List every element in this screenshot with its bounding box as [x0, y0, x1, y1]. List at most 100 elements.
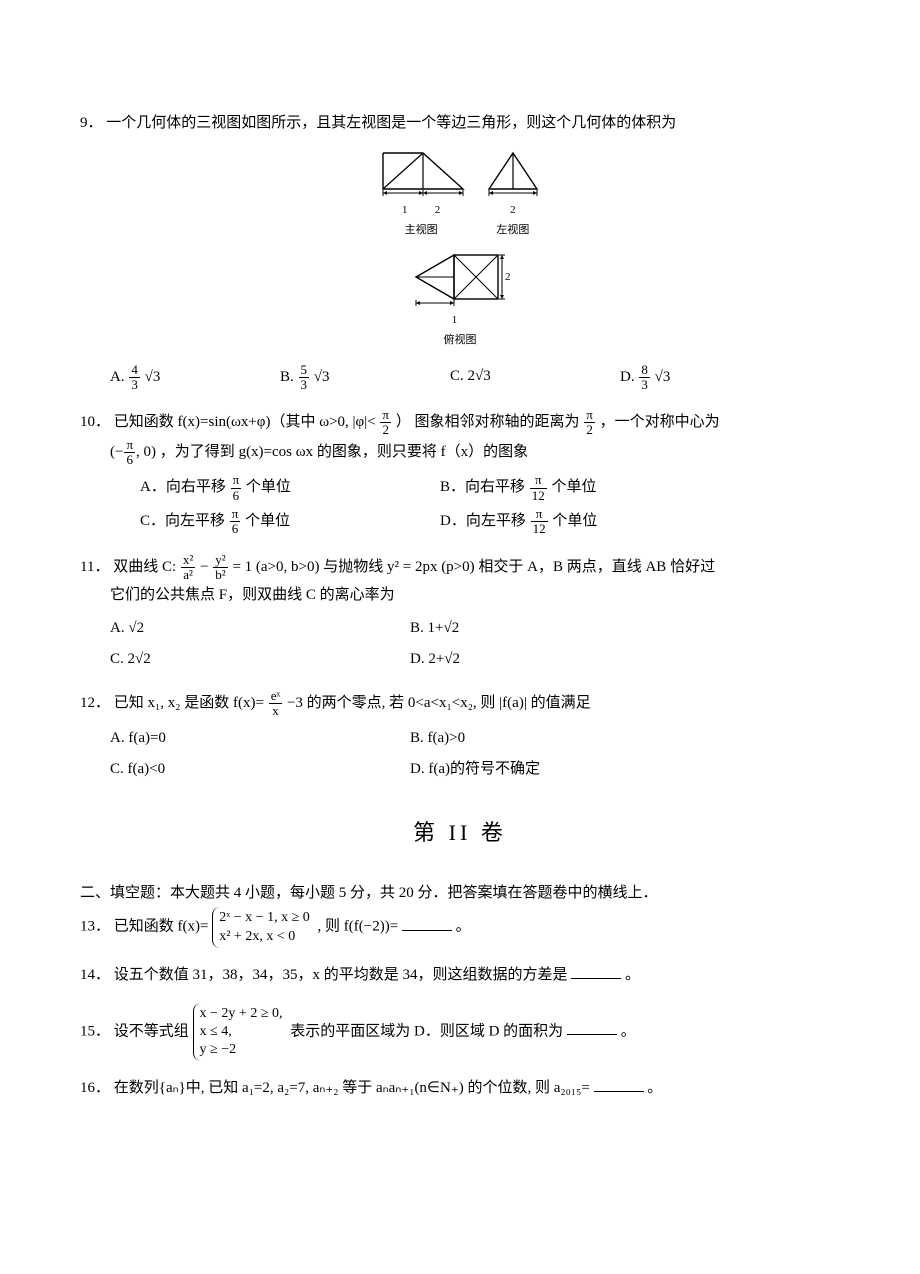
q12-t1: 已知 — [114, 695, 144, 711]
q10-options: A．向右平移 π6 个单位 B．向右平移 π12 个单位 C．向左平移 π6 个… — [140, 471, 840, 538]
q12-t2: 的值满足 — [531, 695, 591, 711]
oc-n: π — [230, 507, 241, 522]
q11-cn: x² — [181, 553, 195, 568]
q10-line2: (−π6, 0) ，为了得到 g(x)=cos ωx 的图象，则只要将 f（x）… — [110, 438, 840, 468]
q11-c2d: b² — [213, 568, 227, 582]
opt-a-post: √3 — [145, 369, 161, 385]
od-pre: D．向左平移 — [440, 513, 530, 529]
q11-opt-b: B. 1+√2 — [410, 613, 710, 644]
q13-fx: f(x)= — [178, 919, 213, 935]
fig-front: 1 2 主视图 — [375, 145, 467, 241]
question-15: 15． 设不等式组 x − 2y + 2 ≥ 0, x ≤ 4, y ≥ −2 … — [80, 1003, 840, 1062]
question-16: 16． 在数列{aₙ}中, 已知 a₁=2, a₂=7, aₙ₊₂ 等于 aₙa… — [80, 1075, 840, 1102]
q10-t3: ，一个对称中心为 — [600, 414, 720, 430]
q10-f1d: 2 — [380, 423, 391, 437]
q10-opt-b: B．向右平移 π12 个单位 — [440, 471, 740, 505]
q11-ceq: = 1 (a>0, b>0) — [232, 559, 319, 575]
question-9: 9． 一个几何体的三视图如图所示，且其左视图是一个等边三角形，则这个几何体的体积… — [80, 110, 840, 394]
q9-options: A. 43 √3 B. 53 √3 C. 2√3 D. 83 √3 — [110, 361, 840, 395]
q16-text: 在数列{aₙ}中, 已知 a₁=2, a₂=7, aₙ₊₂ 等于 aₙaₙ₊₁(… — [114, 1080, 594, 1096]
question-13: 13． 已知函数 f(x)= 2ˣ − x − 1, x ≥ 0 x² + 2x… — [80, 907, 840, 947]
side-label: 左视图 — [481, 221, 545, 241]
fig-side: 2 左视图 — [481, 145, 545, 241]
q13-cases: 2ˣ − x − 1, x ≥ 0 x² + 2x, x < 0 — [212, 907, 314, 947]
q11-options: A. √2 B. 1+√2 C. 2√2 D. 2+√2 — [110, 613, 840, 675]
top-label: 俯视图 — [410, 331, 510, 351]
q15-c3: y ≥ −2 — [200, 1041, 283, 1059]
opt-b-post: √3 — [314, 369, 330, 385]
q15-c2: x ≤ 4, — [200, 1023, 283, 1041]
q9-opt-b: B. 53 √3 — [280, 361, 450, 395]
q11-line2: 它们的公共焦点 F，则双曲线 C 的离心率为 — [110, 582, 840, 609]
question-10: 10． 已知函数 f(x)=sin(ωx+φ)（其中 ω>0, |φ|< π2 … — [80, 408, 840, 538]
q9-opt-a: A. 43 √3 — [110, 361, 280, 395]
ob-pre: B．向右平移 — [440, 480, 529, 496]
q15-t2: 表示的平面区域为 D．则区域 D 的面积为 — [290, 1023, 563, 1039]
q11-opt-d: D. 2+√2 — [410, 644, 710, 675]
q10-cpost: , 0) — [136, 444, 156, 460]
q10-cp: (− — [110, 444, 123, 460]
fig-top: 2 1 俯视图 — [410, 247, 510, 351]
q12-fn: eˣ — [269, 689, 283, 704]
q11-t1: 双曲线 — [113, 559, 162, 575]
q10-opt-c: C．向左平移 π6 个单位 — [140, 505, 440, 539]
q12-opt-b: B. f(a)>0 — [410, 723, 710, 754]
q14-blank — [571, 963, 621, 979]
q10-cd: 6 — [124, 453, 135, 467]
opt-b-den: 3 — [299, 378, 310, 392]
q10-f2d: 2 — [584, 423, 595, 437]
question-12: 12． 已知 x₁, x₂ 是函数 f(x)= eˣx −3 的两个零点, 若 … — [80, 689, 840, 785]
q12-opt-a: A. f(a)=0 — [110, 723, 410, 754]
question-11: 11． 双曲线 C: x²a² − y²b² = 1 (a>0, b>0) 与抛… — [80, 553, 840, 676]
ob-d: 12 — [530, 489, 547, 503]
q15-end: 。 — [621, 1023, 636, 1039]
q12-options: A. f(a)=0 B. f(a)>0 C. f(a)<0 D. f(a)的符号… — [110, 723, 840, 785]
q10-f1b: ） — [396, 414, 411, 430]
q15-cases: x − 2y + 2 ≥ 0, x ≤ 4, y ≥ −2 — [193, 1003, 287, 1062]
q10-cn: π — [124, 438, 135, 453]
q11-minus: − — [200, 559, 212, 575]
q16-end: 。 — [647, 1080, 662, 1096]
opt-b-num: 5 — [299, 363, 310, 378]
q10-f1n: π — [380, 408, 391, 423]
q13-c1: 2ˣ − x − 1, x ≥ 0 — [219, 909, 310, 927]
oa-n: π — [231, 473, 242, 488]
q10-f1: f(x)=sin(ωx+φ)（其中 ω>0, |φ|< — [178, 414, 380, 430]
q10-f2n: π — [584, 408, 595, 423]
ob-post: 个单位 — [548, 480, 597, 496]
q13-c2: x² + 2x, x < 0 — [219, 928, 310, 946]
q11-t3: 相交于 A，B 两点，直线 AB 恰好过 — [478, 559, 715, 575]
q16-blank — [594, 1076, 644, 1092]
oa-d: 6 — [231, 489, 242, 503]
q12-x1x2: x₁, x₂ 是函数 f(x)= — [148, 695, 268, 711]
q13-end: 。 — [456, 919, 471, 935]
q13-then: , 则 f(f(−2))= — [318, 919, 402, 935]
q15-c1: x − 2y + 2 ≥ 0, — [200, 1005, 283, 1023]
dim-2: 2 — [423, 201, 453, 221]
section-2-title: 第 II 卷 — [80, 813, 840, 853]
opt-a-pre: A. — [110, 369, 128, 385]
question-14: 14． 设五个数值 31，38，34，35，x 的平均数是 34，则这组数据的方… — [80, 962, 840, 989]
q9-num: 9． — [80, 115, 103, 131]
q9-figure: 1 2 主视图 2 左视图 — [80, 145, 840, 353]
q11-t2: 与抛物线 — [323, 559, 387, 575]
opt-d-num: 8 — [639, 363, 650, 378]
oa-post: 个单位 — [242, 480, 291, 496]
q9-opt-d: D. 83 √3 — [620, 361, 790, 395]
q10-t2: 图象相邻对称轴的距离为 — [415, 414, 584, 430]
q10-num: 10． — [80, 414, 110, 430]
q16-num: 16． — [80, 1080, 110, 1096]
dim-top2: 2 — [505, 271, 510, 283]
q9-opt-c: C. 2√3 — [450, 361, 620, 395]
od-d: 12 — [531, 522, 548, 536]
q14-text: 设五个数值 31，38，34，35，x 的平均数是 34，则这组数据的方差是 — [114, 967, 568, 983]
od-post: 个单位 — [549, 513, 598, 529]
q12-opt-c: C. f(a)<0 — [110, 754, 410, 785]
q11-num: 11． — [80, 559, 109, 575]
q12-opt-d: D. f(a)的符号不确定 — [410, 754, 710, 785]
q11-cd: a² — [181, 568, 195, 582]
q15-num: 15． — [80, 1023, 110, 1039]
q9-text: 一个几何体的三视图如图所示，且其左视图是一个等边三角形，则这个几何体的体积为 — [106, 115, 676, 131]
q13-num: 13． — [80, 919, 110, 935]
q11-cpre: C: — [162, 559, 180, 575]
